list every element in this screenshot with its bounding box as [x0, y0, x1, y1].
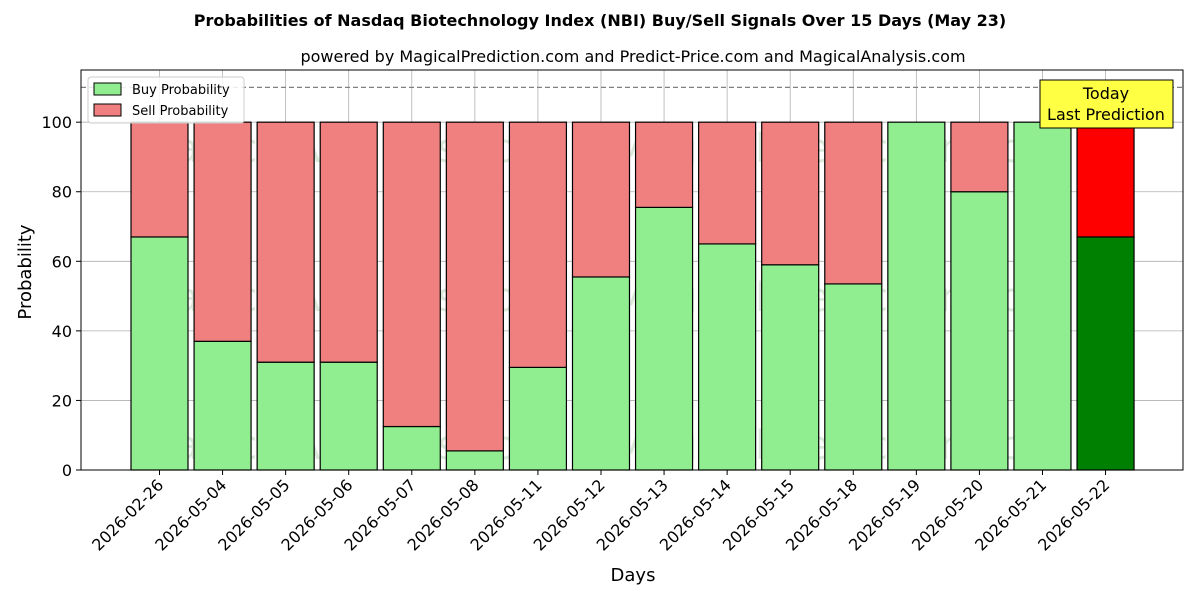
y-tick-label: 60	[52, 252, 72, 271]
y-axis-label: Probability	[15, 224, 36, 319]
sell-bar	[382, 121, 441, 428]
sell-bar	[445, 121, 504, 452]
buy-bar	[445, 450, 504, 471]
buy-bar	[1013, 121, 1072, 471]
plot-frame	[80, 69, 1184, 471]
sell-bar	[1076, 121, 1135, 238]
sell-bar	[571, 121, 631, 278]
sell-bar	[193, 121, 252, 342]
sell-bar	[698, 121, 757, 245]
sell-bar	[634, 121, 694, 208]
legend: Buy Probability Sell Probability	[87, 76, 245, 124]
legend-swatch-sell	[93, 103, 122, 117]
sell-bar	[319, 121, 378, 363]
buy-bar	[950, 191, 1009, 471]
buy-bar	[193, 340, 252, 471]
y-tick-label: 0	[62, 461, 72, 480]
buy-bar	[698, 243, 757, 471]
plot-area: MagicalAnalysis.comMagicalPrediction.com…	[41, 69, 1184, 555]
buy-bar	[130, 236, 189, 471]
sell-bar	[130, 121, 189, 238]
buy-bar	[824, 283, 883, 471]
legend-box	[87, 76, 245, 124]
sell-bar	[256, 121, 315, 363]
chart-title: Probabilities of Nasdaq Biotechnology In…	[194, 11, 1006, 30]
y-tick-label: 40	[52, 322, 72, 341]
buy-bar	[256, 361, 315, 471]
sell-bar	[761, 121, 820, 266]
annotation-line2: Last Prediction	[1047, 105, 1165, 124]
annotation-line1: Today	[1082, 84, 1129, 103]
buy-bar	[761, 264, 820, 471]
legend-swatch-buy	[93, 82, 122, 96]
sell-bar	[950, 121, 1009, 193]
y-tick-label: 100	[41, 113, 72, 132]
buy-bar	[1076, 236, 1135, 471]
sell-bar	[824, 121, 883, 285]
x-axis-label: Days	[611, 565, 656, 586]
buy-bar	[634, 206, 694, 471]
y-tick-label: 20	[52, 391, 72, 410]
buy-bar	[887, 121, 946, 471]
y-tick-label: 80	[52, 183, 72, 202]
today-annotation: Today Last Prediction	[1039, 79, 1174, 129]
sell-bar	[508, 121, 568, 368]
buy-bar	[508, 366, 568, 471]
legend-label-buy: Buy Probability	[132, 83, 230, 98]
chart-subtitle: powered by MagicalPrediction.com and Pre…	[300, 47, 965, 66]
buy-bar	[571, 276, 631, 471]
annotation-box	[1039, 79, 1174, 129]
buy-bar	[382, 425, 441, 471]
buy-bar	[319, 361, 378, 471]
legend-label-sell: Sell Probability	[132, 104, 229, 119]
